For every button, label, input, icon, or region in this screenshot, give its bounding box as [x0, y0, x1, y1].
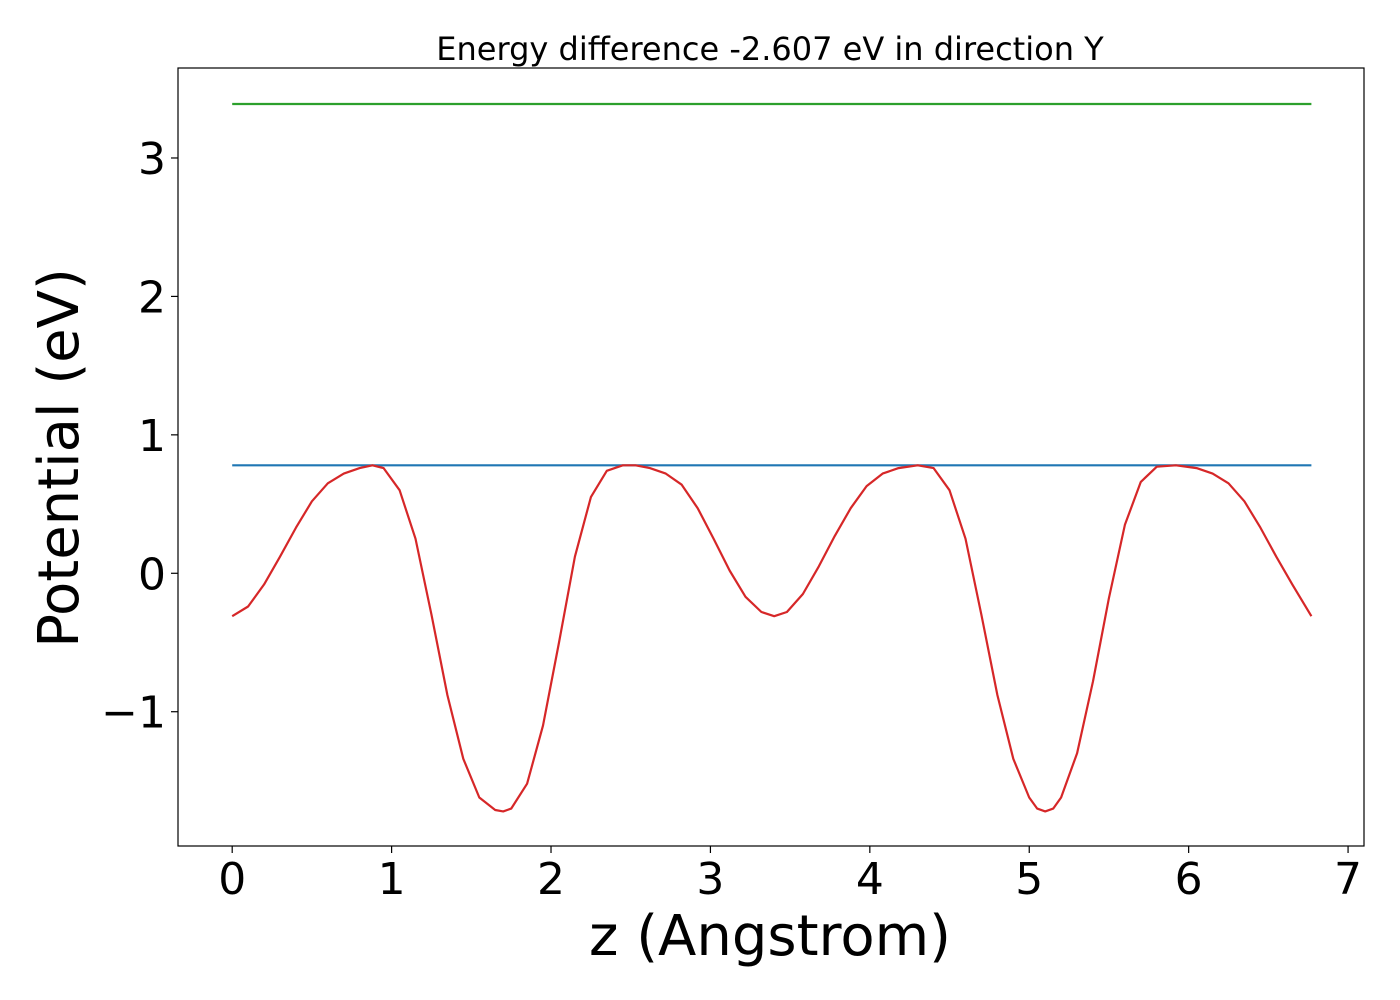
y-tick-label: 2: [138, 272, 166, 323]
x-tick-label: 2: [537, 854, 565, 905]
x-axis-ticks: 0 1 2 3 4 5 6 7: [218, 846, 1362, 905]
x-tick-label: 0: [218, 854, 246, 905]
x-tick-label: 4: [856, 854, 884, 905]
x-tick-label: 5: [1015, 854, 1043, 905]
y-axis-ticks: −1 0 1 2 3: [101, 134, 178, 739]
y-tick-label: 3: [138, 134, 166, 185]
x-tick-label: 3: [696, 854, 724, 905]
series-line-3: [231, 464, 1313, 813]
x-tick-label: 6: [1175, 854, 1203, 905]
x-tick-label: 7: [1334, 854, 1362, 905]
y-tick-label: 1: [138, 411, 166, 462]
x-axis-label: z (Angstrom): [589, 904, 951, 969]
plot-area: [177, 67, 1365, 847]
y-axis-label: Potential (eV): [27, 268, 92, 648]
chart-title: Energy difference -2.607 eV in direction…: [436, 30, 1104, 68]
x-tick-label: 1: [378, 854, 406, 905]
y-tick-label: 0: [138, 549, 166, 600]
series-layer: [231, 102, 1313, 813]
y-tick-label: −1: [101, 688, 166, 739]
